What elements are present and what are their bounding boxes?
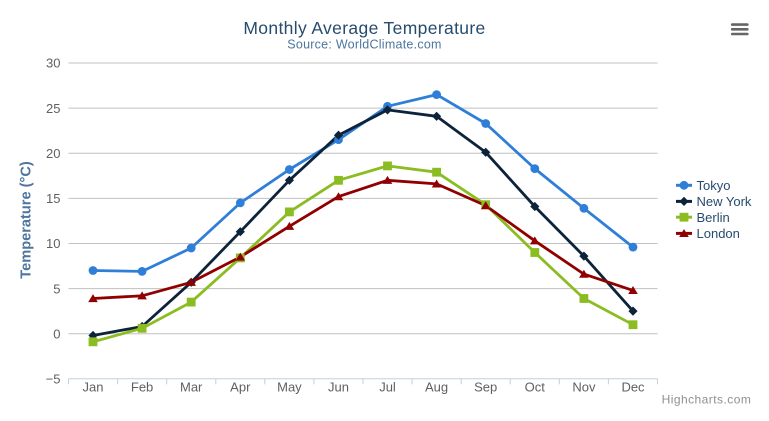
svg-text:10: 10 xyxy=(46,236,60,251)
svg-text:15: 15 xyxy=(46,191,60,206)
svg-text:20: 20 xyxy=(46,146,60,161)
svg-text:London: London xyxy=(697,226,740,241)
svg-text:Sep: Sep xyxy=(474,380,497,395)
svg-text:Jun: Jun xyxy=(328,380,349,395)
svg-text:Monthly Average Temperature: Monthly Average Temperature xyxy=(243,18,485,38)
svg-text:Source: WorldClimate.com: Source: WorldClimate.com xyxy=(287,37,441,51)
svg-text:Feb: Feb xyxy=(131,380,153,395)
svg-text:May: May xyxy=(277,380,302,395)
svg-text:Temperature (°C): Temperature (°C) xyxy=(19,161,35,279)
svg-text:25: 25 xyxy=(46,101,60,116)
svg-text:Berlin: Berlin xyxy=(697,210,730,225)
svg-text:−5: −5 xyxy=(46,372,61,387)
svg-text:30: 30 xyxy=(46,56,60,71)
svg-text:Tokyo: Tokyo xyxy=(697,178,731,193)
svg-text:Aug: Aug xyxy=(425,380,448,395)
svg-text:Nov: Nov xyxy=(572,380,596,395)
svg-text:New York: New York xyxy=(697,194,752,209)
svg-text:Mar: Mar xyxy=(180,380,203,395)
svg-text:Oct: Oct xyxy=(525,380,546,395)
svg-text:Jan: Jan xyxy=(83,380,104,395)
svg-text:5: 5 xyxy=(53,281,60,296)
svg-text:Apr: Apr xyxy=(230,380,251,395)
svg-text:0: 0 xyxy=(53,326,60,341)
svg-text:Highcharts.com: Highcharts.com xyxy=(662,393,752,407)
svg-text:Dec: Dec xyxy=(621,380,645,395)
svg-text:Jul: Jul xyxy=(379,380,396,395)
